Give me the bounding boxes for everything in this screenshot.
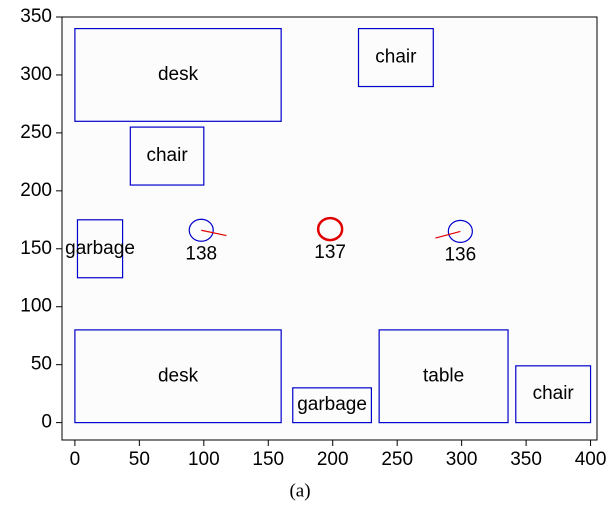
caption: (a) bbox=[289, 480, 310, 501]
object-box bbox=[515, 365, 592, 424]
agent-heading bbox=[435, 230, 461, 239]
x-tick-label: 300 bbox=[446, 449, 478, 470]
y-tick-label: 150 bbox=[20, 238, 52, 259]
x-tick-label: 200 bbox=[317, 449, 349, 470]
object-box bbox=[129, 126, 205, 186]
x-tick-label: 0 bbox=[70, 449, 81, 470]
object-label: garbage bbox=[297, 394, 367, 415]
object-box bbox=[378, 329, 509, 424]
y-tick-label: 250 bbox=[20, 122, 52, 143]
agent bbox=[316, 216, 344, 242]
y-tick-label: 300 bbox=[20, 64, 52, 85]
object-box bbox=[74, 27, 282, 122]
agent bbox=[447, 219, 473, 243]
y-tick-label: 0 bbox=[41, 412, 52, 433]
agent-label: 136 bbox=[444, 244, 476, 265]
object-label: chair bbox=[533, 383, 575, 404]
object-label: chair bbox=[375, 47, 417, 68]
agent bbox=[188, 218, 214, 242]
object-label: chair bbox=[146, 145, 188, 166]
object-label: desk bbox=[158, 365, 199, 386]
y-tick-label: 100 bbox=[20, 296, 52, 317]
x-tick-label: 50 bbox=[129, 449, 150, 470]
object-label: desk bbox=[158, 64, 199, 85]
object-box bbox=[74, 329, 282, 424]
y-tick-label: 200 bbox=[20, 180, 52, 201]
object-box bbox=[76, 219, 124, 279]
x-tick-label: 400 bbox=[575, 449, 607, 470]
agent-heading bbox=[201, 229, 227, 237]
object-box bbox=[357, 27, 434, 88]
x-tick-label: 150 bbox=[252, 449, 284, 470]
object-box bbox=[292, 387, 372, 424]
y-tick-label: 350 bbox=[20, 6, 52, 27]
agent-label: 137 bbox=[314, 242, 346, 263]
x-tick-label: 350 bbox=[510, 449, 542, 470]
y-tick-label: 50 bbox=[31, 354, 52, 375]
x-tick-label: 250 bbox=[381, 449, 413, 470]
object-label: table bbox=[423, 365, 464, 386]
agent-label: 138 bbox=[185, 243, 217, 264]
x-tick-label: 100 bbox=[188, 449, 220, 470]
object-label: garbage bbox=[65, 238, 135, 259]
plot-frame bbox=[61, 16, 598, 441]
